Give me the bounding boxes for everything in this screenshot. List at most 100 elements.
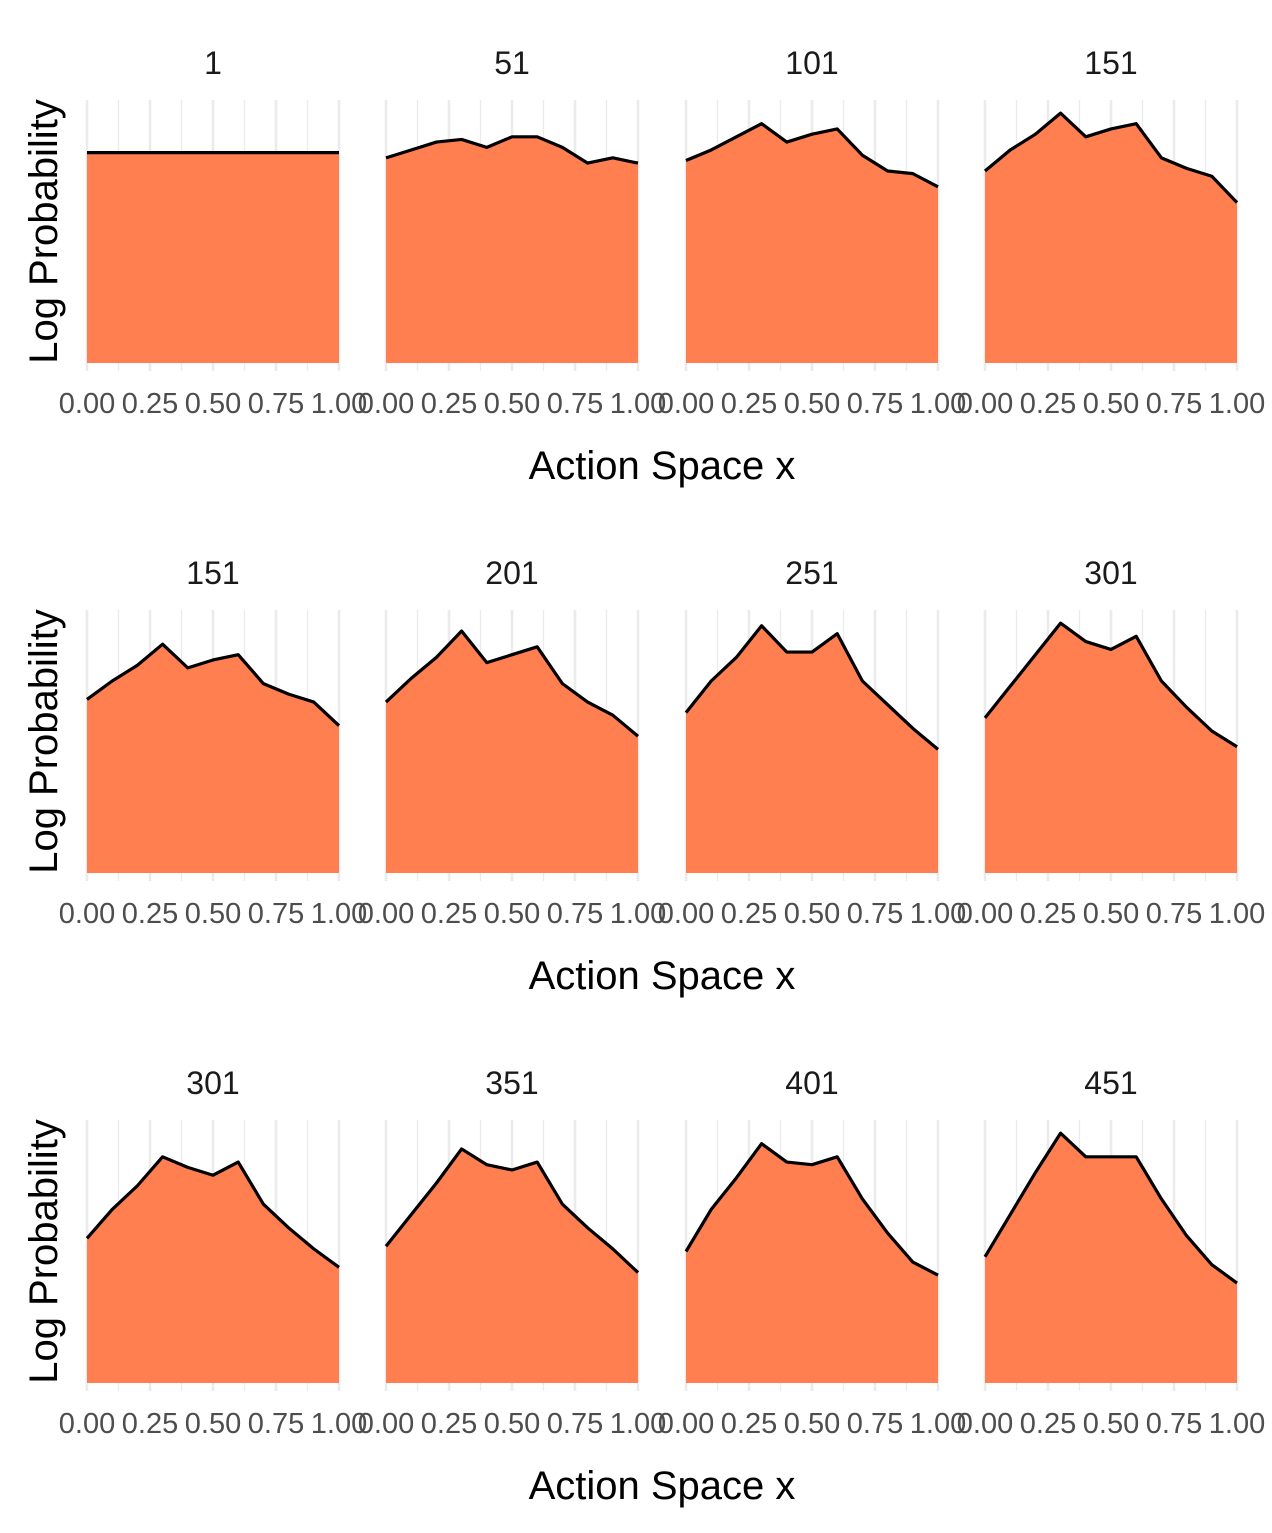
facet-panel: 101 0.00 0.25 0.50 0.75 1.00 (658, 45, 966, 420)
x-tick-label: 0.75 (1146, 1408, 1202, 1440)
series-line (684, 624, 940, 751)
facet-title: 401 (785, 1065, 838, 1101)
x-tick-label: 0.50 (1083, 1408, 1139, 1440)
series-line (86, 642, 341, 727)
x-tick-label: 0.00 (957, 898, 1013, 930)
x-tick-label: 0.25 (421, 1408, 477, 1440)
x-tick-label: 1.00 (311, 1408, 367, 1440)
x-axis-title: Action Space x (529, 444, 796, 488)
x-tick-label: 0.75 (547, 388, 603, 420)
facet-title: 251 (785, 555, 838, 591)
x-tick-label: 0.00 (59, 1408, 115, 1440)
facet-title: 301 (186, 1065, 239, 1101)
x-tick-label: 0.25 (721, 1408, 777, 1440)
x-tick-label: 0.50 (1083, 388, 1139, 420)
series-line (685, 122, 939, 189)
x-tick-label: 1.00 (1209, 898, 1265, 930)
area-fill (686, 625, 938, 873)
x-tick-label: 0.75 (1146, 898, 1202, 930)
x-tick-label: 0.00 (957, 1408, 1013, 1440)
x-tick-label: 0.25 (1020, 388, 1076, 420)
x-tick-label: 1.00 (311, 898, 367, 930)
area-fill (386, 1148, 638, 1383)
x-tick-label: 1.00 (1209, 388, 1265, 420)
x-tick-label: 1.00 (610, 898, 666, 930)
x-tick-label: 0.25 (1020, 898, 1076, 930)
x-tick-label: 0.00 (358, 898, 414, 930)
x-tick-label: 0.00 (957, 388, 1013, 420)
facet-panel: 351 0.00 0.25 0.50 0.75 1.00 (358, 1065, 666, 1440)
x-tick-label: 0.50 (784, 388, 840, 420)
x-tick-label: 0.50 (484, 388, 540, 420)
x-tick-label: 0.50 (185, 388, 241, 420)
x-tick-label: 0.25 (421, 388, 477, 420)
x-tick-label: 0.75 (1146, 388, 1202, 420)
x-tick-label: 0.25 (122, 388, 178, 420)
series-line (385, 135, 639, 165)
facet-panel: 301 0.00 0.25 0.50 0.75 1.00 (957, 555, 1265, 930)
facet-panel: 251 0.00 0.25 0.50 0.75 1.00 (658, 555, 966, 930)
area-fill (686, 1143, 938, 1383)
x-tick-label: 0.50 (784, 1408, 840, 1440)
x-tick-label: 0.50 (1083, 898, 1139, 930)
x-tick-label: 0.75 (847, 898, 903, 930)
x-tick-label: 0.50 (784, 898, 840, 930)
area-fill (386, 631, 638, 873)
x-tick-label: 0.00 (358, 388, 414, 420)
x-tick-label: 1.00 (311, 388, 367, 420)
area-fill (985, 623, 1237, 873)
area-fill (985, 113, 1237, 364)
facet-title: 351 (485, 1065, 538, 1101)
x-tick-label: 0.25 (122, 898, 178, 930)
facet-panel: 1 0.00 0.25 0.50 0.75 1.00 (59, 45, 367, 420)
x-tick-label: 0.50 (484, 898, 540, 930)
x-tick-label: 0.75 (248, 388, 304, 420)
x-axis-title: Action Space x (529, 954, 796, 998)
x-tick-label: 1.00 (610, 1408, 666, 1440)
x-tick-label: 1.00 (910, 898, 966, 930)
y-axis-title: Log Probability (22, 99, 66, 364)
x-tick-label: 0.25 (421, 898, 477, 930)
area-fill (87, 1156, 339, 1383)
y-axis-title: Log Probability (22, 609, 66, 874)
x-tick-label: 0.75 (248, 1408, 304, 1440)
x-tick-label: 0.75 (847, 1408, 903, 1440)
x-tick-label: 0.50 (185, 1408, 241, 1440)
x-tick-label: 0.00 (658, 898, 714, 930)
x-tick-label: 0.75 (847, 388, 903, 420)
facet-panel: 51 0.00 0.25 0.50 0.75 1.00 (358, 45, 666, 420)
x-tick-label: 0.00 (59, 898, 115, 930)
x-tick-label: 1.00 (910, 388, 966, 420)
x-tick-label: 0.25 (122, 1408, 178, 1440)
series-line (85, 1155, 340, 1269)
facet-title: 1 (204, 45, 222, 81)
x-tick-label: 1.00 (610, 388, 666, 420)
x-tick-label: 0.75 (547, 898, 603, 930)
facet-panel: 401 0.00 0.25 0.50 0.75 1.00 (658, 1065, 966, 1440)
y-axis-title: Log Probability (22, 1119, 66, 1384)
x-tick-label: 0.25 (721, 898, 777, 930)
x-tick-label: 0.50 (185, 898, 241, 930)
x-tick-label: 0.25 (721, 388, 777, 420)
facet-title: 151 (1084, 45, 1137, 81)
facet-panel: 451 0.00 0.25 0.50 0.75 1.00 (957, 1065, 1265, 1440)
area-fill (87, 644, 339, 873)
area-fill (985, 1133, 1237, 1383)
x-axis-title: Action Space x (529, 1464, 796, 1508)
series-line (684, 1142, 939, 1277)
x-tick-label: 0.00 (358, 1408, 414, 1440)
series-line (384, 629, 640, 738)
facet-title: 51 (494, 45, 530, 81)
x-tick-label: 0.00 (59, 388, 115, 420)
x-tick-label: 0.75 (547, 1408, 603, 1440)
x-tick-label: 0.25 (1020, 1408, 1076, 1440)
area-fill (386, 136, 638, 363)
facet-panel: 201 0.00 0.25 0.50 0.75 1.00 (358, 555, 666, 930)
x-tick-label: 1.00 (1209, 1408, 1265, 1440)
area-fill (87, 152, 339, 363)
area-fill (686, 123, 938, 363)
